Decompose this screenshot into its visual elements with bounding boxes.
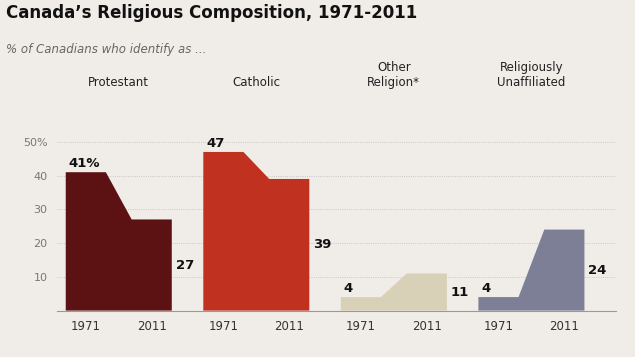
Text: Catholic: Catholic: [232, 76, 280, 89]
Text: 24: 24: [589, 263, 607, 277]
Polygon shape: [478, 230, 584, 311]
Text: 41%: 41%: [69, 157, 100, 170]
Text: 27: 27: [176, 258, 194, 272]
Polygon shape: [66, 172, 172, 311]
Text: Canada’s Religious Composition, 1971-2011: Canada’s Religious Composition, 1971-201…: [6, 4, 418, 21]
Text: 4: 4: [344, 282, 353, 295]
Text: Other
Religion*: Other Religion*: [368, 61, 420, 89]
Polygon shape: [341, 273, 447, 311]
Text: % of Canadians who identify as ...: % of Canadians who identify as ...: [6, 43, 207, 56]
Text: 11: 11: [451, 286, 469, 298]
Text: 47: 47: [206, 137, 225, 150]
Text: Religiously
Unaffiliated: Religiously Unaffiliated: [497, 61, 566, 89]
Text: 39: 39: [313, 238, 331, 251]
Text: 4: 4: [481, 282, 490, 295]
Polygon shape: [203, 152, 309, 311]
Text: Protestant: Protestant: [88, 76, 149, 89]
